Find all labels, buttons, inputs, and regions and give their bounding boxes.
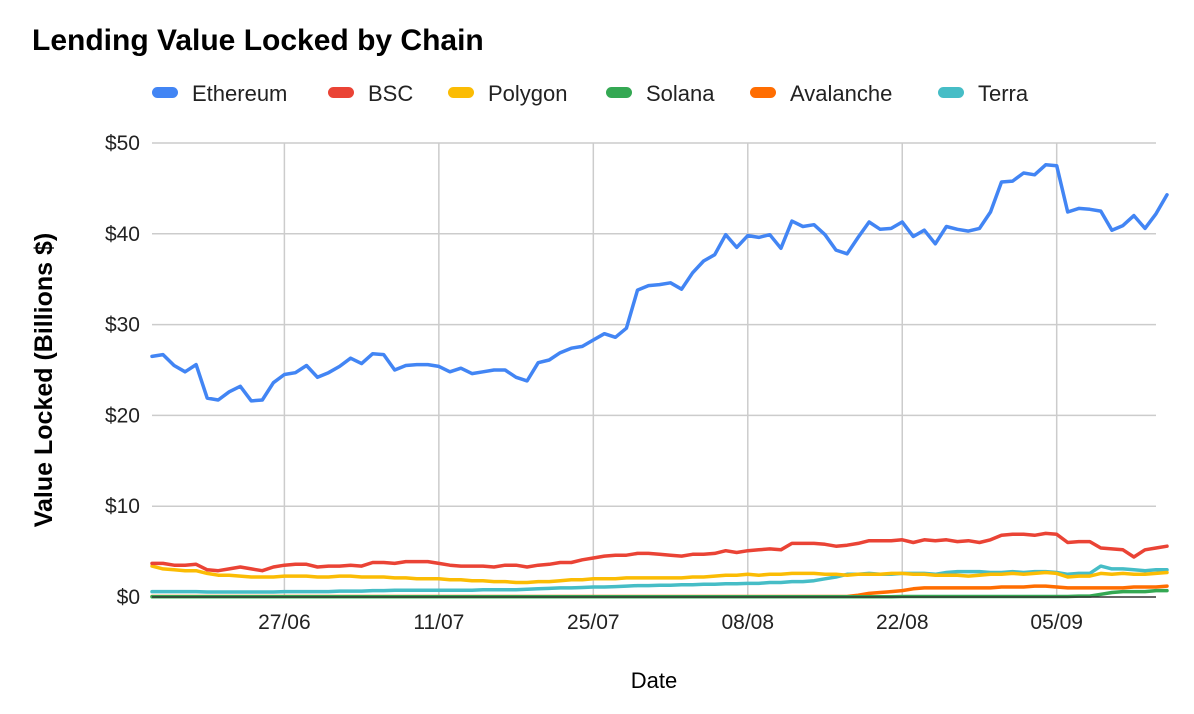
y-axis-ticks: $0 $10 $20 $30 $40 $50 <box>105 132 140 609</box>
series-line-bsc <box>150 531 1169 573</box>
x-tick-label: 22/08 <box>876 611 929 634</box>
x-tick-label: 25/07 <box>567 611 620 634</box>
legend-swatch <box>448 87 474 98</box>
x-axis-ticks: 27/06 11/07 25/07 08/08 22/08 05/09 <box>258 611 1083 634</box>
legend-swatch <box>606 87 632 98</box>
y-tick-label: $10 <box>105 495 140 518</box>
legend-swatch <box>750 87 776 98</box>
legend-item-avalanche: Avalanche <box>750 81 892 106</box>
series-line-terra <box>150 564 1169 594</box>
legend-label: Terra <box>978 81 1029 106</box>
y-tick-label: $50 <box>105 132 140 155</box>
x-tick-label: 27/06 <box>258 611 311 634</box>
x-tick-label: 11/07 <box>413 611 464 634</box>
y-tick-label: $0 <box>117 586 140 609</box>
y-tick-label: $40 <box>105 223 140 246</box>
y-tick-label: $20 <box>105 404 140 427</box>
legend: Ethereum BSC Polygon Solana Avalanche Terra <box>152 81 1029 106</box>
legend-item-ethereum: Ethereum <box>152 81 287 106</box>
chart-title: Lending Value Locked by Chain <box>32 24 484 57</box>
x-axis-title: Date <box>631 668 677 693</box>
series-line-polygon <box>150 564 1169 585</box>
series-line-ethereum <box>150 163 1169 403</box>
legend-swatch <box>938 87 964 98</box>
legend-label: Solana <box>646 81 715 106</box>
gridlines <box>152 142 1156 597</box>
y-tick-label: $30 <box>105 314 140 337</box>
legend-item-terra: Terra <box>938 81 1029 106</box>
legend-swatch <box>152 87 178 98</box>
legend-item-solana: Solana <box>606 81 715 106</box>
x-tick-label: 08/08 <box>721 611 774 634</box>
series-lines <box>150 163 1169 599</box>
legend-label: Avalanche <box>790 81 892 106</box>
legend-item-polygon: Polygon <box>448 81 568 106</box>
legend-label: Ethereum <box>192 81 287 106</box>
legend-item-bsc: BSC <box>328 81 413 106</box>
legend-label: Polygon <box>488 81 568 106</box>
legend-label: BSC <box>368 81 413 106</box>
legend-swatch <box>328 87 354 98</box>
x-tick-label: 05/09 <box>1030 611 1083 634</box>
y-axis-title: Value Locked (Billions $) <box>30 233 58 528</box>
